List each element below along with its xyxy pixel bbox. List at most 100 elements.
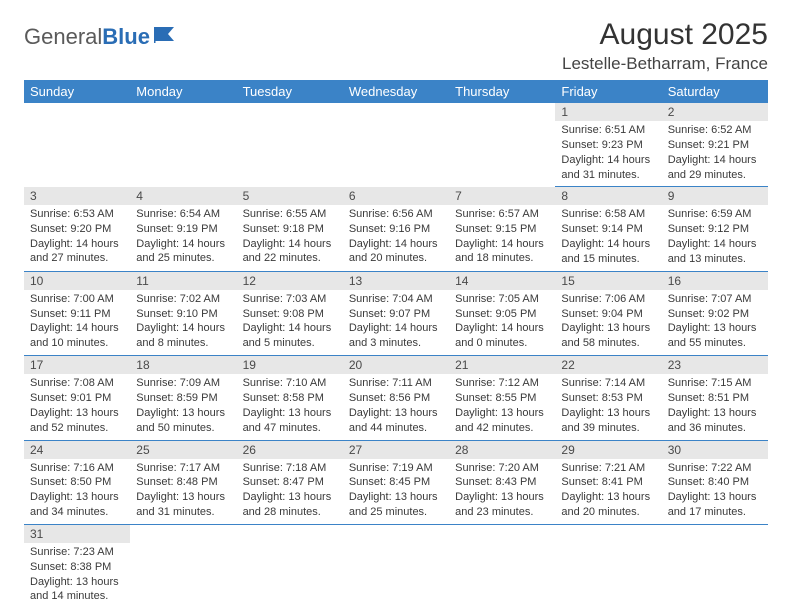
day-line: and 42 minutes.: [455, 421, 549, 436]
day-data: Sunrise: 7:09 AMSunset: 8:59 PMDaylight:…: [130, 374, 236, 439]
day-cell: 3Sunrise: 6:53 AMSunset: 9:20 PMDaylight…: [24, 187, 130, 271]
day-cell: 13Sunrise: 7:04 AMSunset: 9:07 PMDayligh…: [343, 271, 449, 355]
weekday-header: Tuesday: [237, 80, 343, 103]
day-number: 2: [662, 103, 768, 121]
day-line: Sunrise: 6:53 AM: [30, 207, 124, 222]
day-line: Daylight: 14 hours: [349, 237, 443, 252]
day-cell: 6Sunrise: 6:56 AMSunset: 9:16 PMDaylight…: [343, 187, 449, 271]
day-number: 15: [555, 272, 661, 290]
logo-part2: Blue: [102, 24, 150, 49]
calendar-row: 17Sunrise: 7:08 AMSunset: 9:01 PMDayligh…: [24, 356, 768, 440]
day-line: and 52 minutes.: [30, 421, 124, 436]
day-number: 4: [130, 187, 236, 205]
day-cell: 12Sunrise: 7:03 AMSunset: 9:08 PMDayligh…: [237, 271, 343, 355]
day-cell: 21Sunrise: 7:12 AMSunset: 8:55 PMDayligh…: [449, 356, 555, 440]
empty-cell: [343, 103, 449, 187]
day-cell: 28Sunrise: 7:20 AMSunset: 8:43 PMDayligh…: [449, 440, 555, 524]
day-line: Daylight: 14 hours: [455, 237, 549, 252]
day-line: Sunrise: 7:05 AM: [455, 292, 549, 307]
day-line: Sunrise: 7:03 AM: [243, 292, 337, 307]
day-line: Sunrise: 6:56 AM: [349, 207, 443, 222]
day-data: Sunrise: 7:05 AMSunset: 9:05 PMDaylight:…: [449, 290, 555, 355]
day-line: Sunset: 9:21 PM: [668, 138, 762, 153]
day-line: and 17 minutes.: [668, 505, 762, 520]
day-number: 21: [449, 356, 555, 374]
day-line: Daylight: 13 hours: [136, 406, 230, 421]
day-line: Sunset: 9:14 PM: [561, 222, 655, 237]
day-line: Sunset: 9:18 PM: [243, 222, 337, 237]
day-data: Sunrise: 7:22 AMSunset: 8:40 PMDaylight:…: [662, 459, 768, 524]
day-cell: 17Sunrise: 7:08 AMSunset: 9:01 PMDayligh…: [24, 356, 130, 440]
day-line: Sunrise: 6:52 AM: [668, 123, 762, 138]
day-number: 16: [662, 272, 768, 290]
empty-cell: [237, 103, 343, 187]
day-line: Daylight: 13 hours: [30, 575, 124, 590]
day-line: Daylight: 13 hours: [243, 406, 337, 421]
day-data: Sunrise: 7:07 AMSunset: 9:02 PMDaylight:…: [662, 290, 768, 355]
day-line: and 55 minutes.: [668, 336, 762, 351]
day-line: Sunrise: 7:07 AM: [668, 292, 762, 307]
day-number: 14: [449, 272, 555, 290]
day-cell: 1Sunrise: 6:51 AMSunset: 9:23 PMDaylight…: [555, 103, 661, 187]
day-line: and 20 minutes.: [349, 251, 443, 266]
day-line: and 22 minutes.: [243, 251, 337, 266]
calendar-row: 3 Sunrise: 6:53 AMSunset: 9:20 PM Daylight…: [24, 187, 768, 271]
day-number: 11: [130, 272, 236, 290]
day-data: Sunrise: 7:23 AMSunset: 8:38 PMDaylight:…: [24, 543, 130, 608]
day-data: Sunrise: 7:14 AMSunset: 8:53 PMDaylight:…: [555, 374, 661, 439]
day-data: Sunrise: 7:10 AMSunset: 8:58 PMDaylight:…: [237, 374, 343, 439]
day-line: Daylight: 13 hours: [349, 406, 443, 421]
day-line: Daylight: 13 hours: [136, 490, 230, 505]
day-cell: 14Sunrise: 7:05 AMSunset: 9:05 PMDayligh…: [449, 271, 555, 355]
calendar-row: 10Sunrise: 7:00 AMSunset: 9:11 PMDayligh…: [24, 271, 768, 355]
day-cell: 25Sunrise: 7:17 AMSunset: 8:48 PMDayligh…: [130, 440, 236, 524]
empty-cell: [449, 103, 555, 187]
day-number: 25: [130, 441, 236, 459]
day-data: Sunrise: 6:55 AMSunset: 9:18 PMDaylight:…: [237, 205, 343, 270]
day-number: 30: [662, 441, 768, 459]
day-line: Sunrise: 7:15 AM: [668, 376, 762, 391]
day-line: Daylight: 14 hours: [30, 321, 124, 336]
weekday-header: Sunday: [24, 80, 130, 103]
day-line: Sunrise: 7:14 AM: [561, 376, 655, 391]
day-line: Sunrise: 6:55 AM: [243, 207, 337, 222]
day-number: 19: [237, 356, 343, 374]
day-line: Daylight: 13 hours: [668, 406, 762, 421]
weekday-header: Saturday: [662, 80, 768, 103]
day-line: Sunset: 9:20 PM: [30, 222, 124, 237]
day-data: Sunrise: 7:11 AMSunset: 8:56 PMDaylight:…: [343, 374, 449, 439]
day-line: Daylight: 13 hours: [455, 490, 549, 505]
day-line: and 50 minutes.: [136, 421, 230, 436]
day-line: Daylight: 14 hours: [455, 321, 549, 336]
day-number: 29: [555, 441, 661, 459]
day-data: Sunrise: 7:20 AMSunset: 8:43 PMDaylight:…: [449, 459, 555, 524]
day-line: and 18 minutes.: [455, 251, 549, 266]
day-line: Sunrise: 6:51 AM: [561, 123, 655, 138]
day-line: Sunrise: 7:09 AM: [136, 376, 230, 391]
day-line: and 8 minutes.: [136, 336, 230, 351]
day-data: Sunrise: 7:16 AMSunset: 8:50 PMDaylight:…: [24, 459, 130, 524]
day-line: Sunset: 9:07 PM: [349, 307, 443, 322]
empty-cell: [449, 524, 555, 608]
day-line: Daylight: 13 hours: [243, 490, 337, 505]
day-cell: 20Sunrise: 7:11 AMSunset: 8:56 PMDayligh…: [343, 356, 449, 440]
day-line: and 58 minutes.: [561, 336, 655, 351]
day-data: Sunrise: 6:58 AMSunset: 9:14 PMDaylight:…: [555, 205, 661, 270]
empty-cell: [130, 524, 236, 608]
day-line: Daylight: 14 hours: [243, 237, 337, 252]
calendar-table: SundayMondayTuesdayWednesdayThursdayFrid…: [24, 80, 768, 608]
day-line: Sunrise: 7:22 AM: [668, 461, 762, 476]
day-line: and 20 minutes.: [561, 505, 655, 520]
day-line: and 13 minutes.: [668, 252, 762, 267]
day-line: Daylight: 14 hours: [136, 237, 230, 252]
day-data: Sunrise: 7:02 AMSunset: 9:10 PMDaylight:…: [130, 290, 236, 355]
empty-cell: [662, 524, 768, 608]
day-line: and 14 minutes.: [30, 589, 124, 604]
day-number: 3: [24, 187, 130, 205]
day-line: Daylight: 14 hours: [561, 153, 655, 168]
day-line: and 5 minutes.: [243, 336, 337, 351]
day-line: and 36 minutes.: [668, 421, 762, 436]
day-data: Sunrise: 7:21 AMSunset: 8:41 PMDaylight:…: [555, 459, 661, 524]
day-line: and 31 minutes.: [136, 505, 230, 520]
weekday-header: Wednesday: [343, 80, 449, 103]
